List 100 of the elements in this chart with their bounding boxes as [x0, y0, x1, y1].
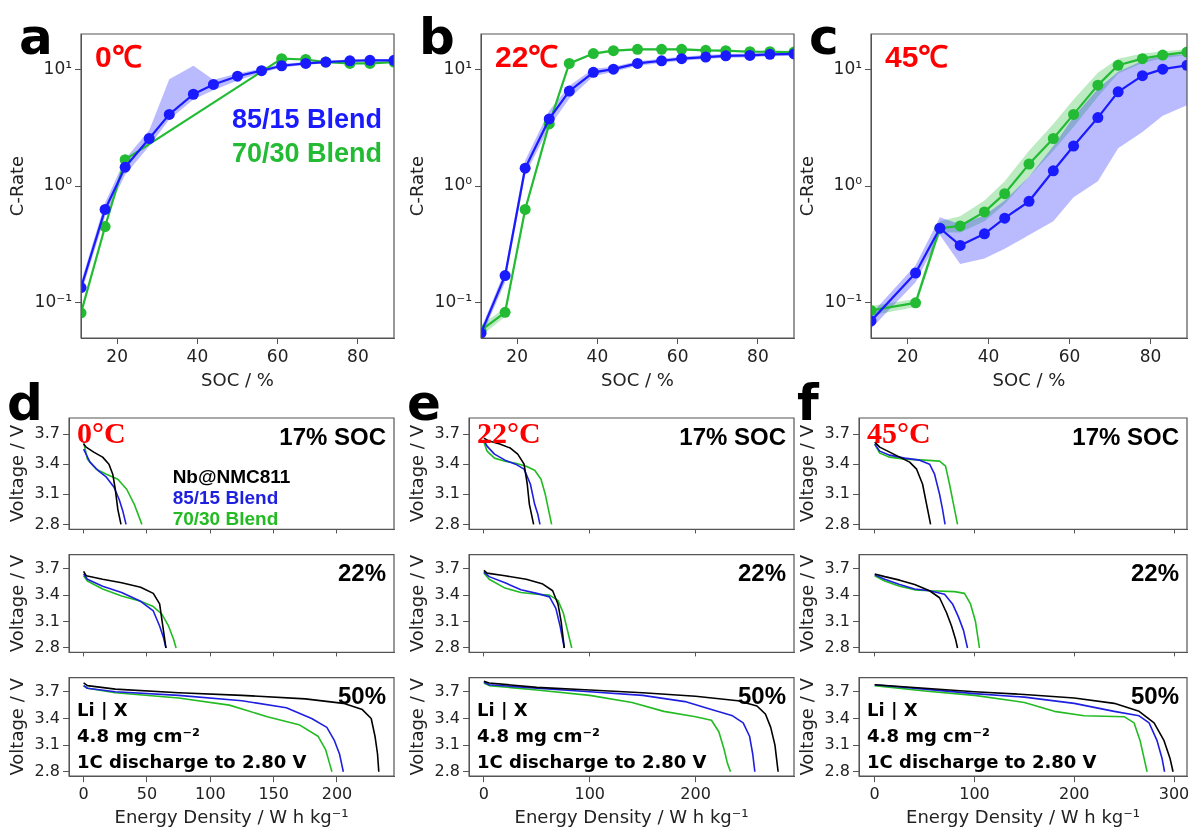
annotation: 17% SOC [679, 422, 786, 450]
x-tick-label: 50 [136, 783, 158, 803]
x-tick-label: 40 [186, 345, 209, 366]
y-tick-label: 2.8 [34, 760, 61, 780]
y-tick-label: 3.1 [34, 483, 61, 503]
y-tick-label: 3.1 [34, 734, 61, 754]
y-tick-label: 2.8 [434, 513, 461, 533]
annotation: 4.8 mg cm⁻² [867, 725, 990, 747]
y-tick-label: 2.8 [434, 760, 461, 780]
y-tick-label: 2.8 [34, 513, 61, 533]
annotation: Li | X [477, 699, 528, 721]
x-tick-label: 300 [1158, 783, 1190, 803]
y-axis-title: Voltage / V [6, 424, 28, 523]
annotation: Li | X [867, 699, 918, 721]
y-tick-label: 10⁻¹ [34, 291, 73, 312]
y-tick-label: 2.8 [824, 760, 851, 780]
y-tick-label: 10⁰ [833, 174, 863, 195]
y-tick-label: 3.4 [34, 707, 61, 727]
y-tick-label: 3.7 [824, 680, 851, 700]
y-tick-label: 3.1 [824, 483, 851, 503]
annotation: 22℃ [495, 40, 559, 74]
series-label: 70/30 Blend [231, 137, 383, 168]
y-tick-label: 3.4 [824, 453, 851, 473]
x-tick-label: 100 [574, 783, 605, 803]
x-tick-label: 20 [506, 345, 528, 366]
y-tick-label: 10⁰ [443, 174, 473, 195]
annotation: Li | X [77, 699, 128, 721]
y-tick-label: 3.7 [434, 680, 461, 700]
annotation: 17% SOC [279, 422, 386, 450]
y-axis-title: Voltage / V [796, 677, 818, 776]
text: 85/15 Blend [172, 487, 279, 509]
y-tick-label: 3.1 [824, 734, 851, 754]
x-tick-label: 0 [869, 783, 880, 803]
y-tick-label: 3.4 [824, 584, 851, 604]
x-tick-label: 40 [586, 345, 609, 366]
y-axis-title: Voltage / V [796, 554, 818, 653]
annotation: 1C discharge to 2.80 V [477, 751, 707, 773]
y-axis-title: Voltage / V [6, 554, 28, 653]
x-tick-label: 150 [258, 783, 289, 803]
y-tick-label: 3.7 [824, 423, 851, 443]
x-axis-title: Energy Density / W h kg⁻¹ [906, 805, 1140, 827]
y-axis-title: Voltage / V [406, 424, 428, 523]
y-tick-label: 3.4 [34, 584, 61, 604]
x-tick-label: 100 [959, 783, 990, 803]
y-tick-label: 3.7 [434, 557, 461, 577]
y-tick-label: 3.7 [34, 680, 61, 700]
y-axis-title: C-Rate [406, 155, 428, 217]
y-axis-title: Voltage / V [6, 677, 28, 776]
y-tick-label: 10⁻¹ [824, 291, 863, 312]
x-axis-title: SOC / % [992, 368, 1066, 390]
y-tick-label: 3.4 [824, 707, 851, 727]
x-tick-label: 80 [747, 345, 769, 366]
annotation: 4.8 mg cm⁻² [477, 725, 600, 747]
y-tick-label: 3.1 [34, 610, 61, 630]
x-tick-label: 0 [478, 783, 489, 803]
annotation: 1C discharge to 2.80 V [77, 751, 307, 773]
y-axis-title: C-Rate [6, 155, 28, 217]
y-tick-label: 10⁰ [43, 174, 73, 195]
annotation: 22% [337, 559, 386, 587]
y-tick-label: 3.7 [34, 423, 61, 443]
y-tick-label: 3.1 [434, 734, 461, 754]
y-tick-label: 3.7 [34, 557, 61, 577]
y-tick-label: 2.8 [434, 637, 461, 657]
annotation: 50% [737, 682, 786, 710]
x-tick-label: 200 [321, 783, 353, 803]
annotation: 22°C [477, 415, 541, 449]
x-tick-label: 80 [347, 345, 369, 366]
x-tick-label: 80 [1139, 345, 1162, 366]
annotation: 50% [1130, 682, 1179, 710]
y-tick-label: 10¹ [833, 57, 863, 78]
y-axis-title: Voltage / V [406, 677, 428, 776]
x-tick-label: 0 [78, 783, 89, 803]
x-tick-label: 100 [195, 783, 226, 803]
y-tick-label: 3.4 [434, 707, 461, 727]
annotation: 45℃ [885, 40, 949, 74]
y-tick-label: 3.4 [434, 453, 461, 473]
y-axis-title: C-Rate [796, 155, 818, 217]
annotation: 17% SOC [1072, 422, 1179, 450]
y-tick-label: 3.4 [434, 584, 461, 604]
annotation: 1C discharge to 2.80 V [867, 751, 1097, 773]
y-tick-label: 3.1 [434, 610, 461, 630]
x-tick-label: 200 [1058, 783, 1090, 803]
y-tick-label: 2.8 [824, 637, 851, 657]
y-tick-label: 3.1 [824, 610, 851, 630]
annotation: 4.8 mg cm⁻² [77, 725, 200, 747]
y-tick-label: 3.7 [434, 423, 461, 443]
annotation: 22% [737, 559, 786, 587]
annotation: 45°C [867, 415, 931, 449]
y-tick-label: 3.4 [34, 453, 61, 473]
x-axis-title: SOC / % [201, 368, 274, 390]
x-tick-label: 20 [106, 345, 128, 366]
x-axis-title: SOC / % [601, 368, 674, 390]
x-tick-label: 60 [1058, 345, 1081, 366]
series-label: 85/15 Blend [231, 103, 383, 134]
x-axis-title: Energy Density / W h kg⁻¹ [514, 805, 749, 827]
annotation: 0℃ [95, 40, 142, 74]
x-tick-label: 60 [266, 345, 289, 366]
y-tick-label: 10⁻¹ [434, 291, 473, 312]
x-tick-label: 200 [680, 783, 711, 803]
x-tick-label: 20 [896, 345, 919, 366]
